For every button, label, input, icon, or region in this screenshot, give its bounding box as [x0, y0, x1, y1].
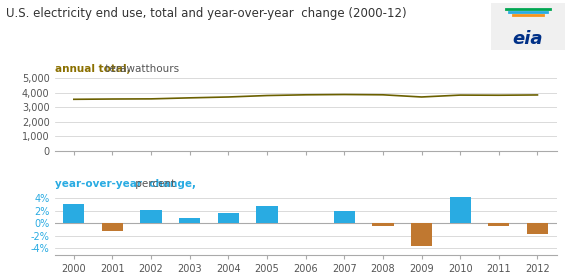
Text: annual total,: annual total,	[55, 64, 130, 74]
Text: U.S. electricity end use, total and year-over-year  change (2000-12): U.S. electricity end use, total and year…	[6, 7, 406, 20]
Bar	[141, 210, 162, 223]
Text: percent: percent	[132, 179, 175, 189]
Bar	[257, 206, 278, 223]
Text: terawatthours: terawatthours	[102, 64, 179, 74]
Bar	[527, 223, 548, 234]
Bar	[179, 218, 200, 223]
Bar	[373, 223, 394, 227]
Bar	[411, 223, 432, 246]
Bar	[333, 211, 355, 223]
Text: eia: eia	[513, 29, 544, 48]
Text: year-over-year  change,: year-over-year change,	[55, 179, 196, 189]
Bar	[218, 213, 239, 223]
Bar	[449, 197, 471, 223]
Bar	[488, 223, 510, 226]
Bar	[102, 223, 123, 232]
Bar	[63, 204, 84, 223]
